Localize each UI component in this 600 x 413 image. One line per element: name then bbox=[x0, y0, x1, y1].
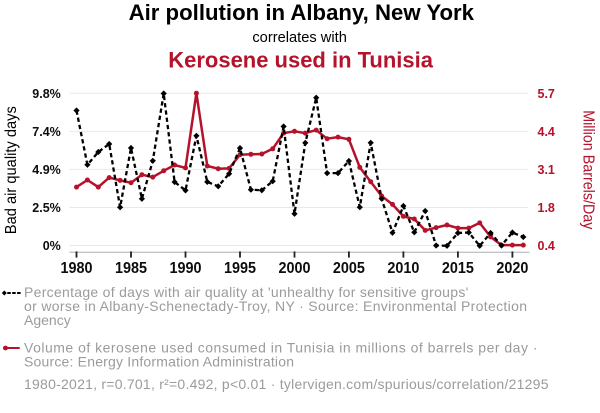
svg-text:Air pollution in Albany, New Y: Air pollution in Albany, New York bbox=[129, 0, 475, 25]
svg-text:2005: 2005 bbox=[333, 260, 365, 277]
svg-text:1980-2021, r=0.701, r²=0.492,: 1980-2021, r=0.701, r²=0.492, p<0.01 · t… bbox=[24, 376, 549, 392]
svg-text:4.4: 4.4 bbox=[538, 125, 555, 139]
svg-text:2.5%: 2.5% bbox=[32, 201, 61, 215]
svg-text:3.1: 3.1 bbox=[538, 163, 555, 177]
svg-text:Source: Energy Information Adm: Source: Energy Information Administratio… bbox=[24, 354, 294, 370]
svg-text:correlates with: correlates with bbox=[252, 29, 347, 46]
svg-text:2000: 2000 bbox=[279, 260, 311, 277]
svg-text:2015: 2015 bbox=[442, 260, 474, 277]
svg-text:5.7: 5.7 bbox=[538, 87, 555, 101]
svg-text:7.4%: 7.4% bbox=[32, 125, 61, 139]
svg-text:Million Barrels/Day: Million Barrels/Day bbox=[580, 110, 597, 229]
svg-text:Volume of kerosene used consum: Volume of kerosene used consumed in Tuni… bbox=[24, 340, 538, 356]
svg-text:0.4: 0.4 bbox=[538, 239, 555, 253]
svg-text:Kerosene used in Tunisia: Kerosene used in Tunisia bbox=[168, 47, 433, 72]
svg-text:1.8: 1.8 bbox=[538, 201, 555, 215]
svg-text:Bad air quality days: Bad air quality days bbox=[3, 106, 20, 234]
svg-text:1995: 1995 bbox=[224, 260, 256, 277]
svg-text:9.8%: 9.8% bbox=[32, 87, 61, 101]
svg-text:2010: 2010 bbox=[387, 260, 419, 277]
svg-text:1980: 1980 bbox=[61, 260, 93, 277]
svg-text:Agency: Agency bbox=[24, 312, 71, 328]
svg-text:4.9%: 4.9% bbox=[32, 163, 61, 177]
svg-text:Percentage of days with air qu: Percentage of days with air quality at '… bbox=[24, 284, 468, 300]
svg-text:1990: 1990 bbox=[170, 260, 202, 277]
svg-text:or worse in Albany-Schenectady: or worse in Albany-Schenectady-Troy, NY … bbox=[24, 298, 527, 314]
svg-text:1985: 1985 bbox=[115, 260, 147, 277]
svg-text:0%: 0% bbox=[43, 239, 61, 253]
svg-text:2020: 2020 bbox=[496, 260, 528, 277]
